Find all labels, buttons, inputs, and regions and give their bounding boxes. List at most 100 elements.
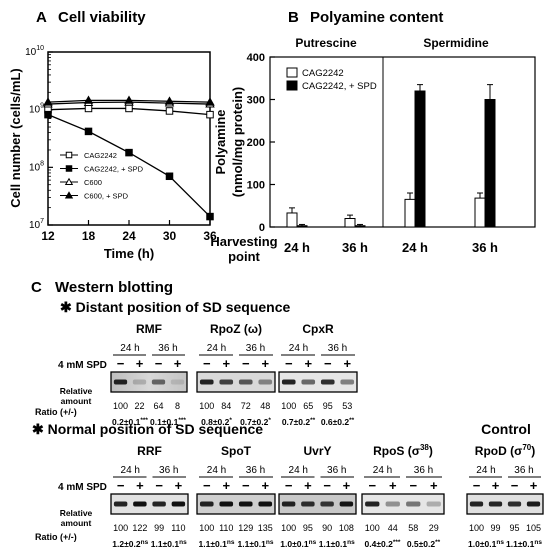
time-label: 36 h [158,343,177,354]
relative-amount: 29 [429,523,439,533]
relative-amount: 135 [258,523,273,533]
a-legend-label: C600 [84,178,102,187]
plus-sign: + [222,478,230,493]
b-ytick-label: 400 [247,52,265,64]
relative-amount: 108 [339,523,354,533]
panel-b-group-putrescine: Putrescine [295,36,357,50]
blot-membrane [278,493,357,515]
b-bar-spermidine-36-h-cag2242 [474,192,486,228]
blot-band [113,379,128,385]
a-point-square [65,151,73,159]
ratio-value: 1.1±0.1ns [238,539,274,547]
ratio-value: 1.1±0.1ns [199,539,235,547]
relative-amount: 64 [153,401,163,411]
relative-amount: 122 [132,523,147,533]
a-point-triangle [43,97,53,106]
time-label: 24 h [289,343,308,354]
panel-a-title: Cell viability [58,9,146,26]
legend-label-cag2242-spd: CAG2242, + SPD [302,81,377,92]
plus-sign: + [304,478,312,493]
blot-band [219,379,234,385]
blot-band [426,501,441,507]
panel-b-legend: CAG2242 CAG2242, + SPD [286,67,377,92]
plus-sign: + [261,478,269,493]
a-legend-item-cag2242-spd: CAG2242, + SPD [60,165,144,174]
time-label: 36 h [328,343,347,354]
blot-band [171,501,186,507]
ratio-value: 0.7±0.2** [282,417,316,427]
ratio-value: 1.0±0.1ns [280,539,316,547]
plus-sign: + [136,478,144,493]
blot-band [320,379,335,385]
b-bar [354,225,366,228]
minus-sign: − [285,356,293,371]
relative-amount: 99 [490,523,500,533]
ratio-label-normal: Ratio (+/-) [35,532,77,542]
minus-sign: − [285,478,293,493]
time-label: 36 h [327,465,346,476]
panel-a-plot-frame [47,51,211,226]
relative-amount: 105 [526,523,541,533]
a-point-square [44,110,52,119]
relative-label-distant-2: amount [61,396,92,406]
minus-sign: − [117,356,125,371]
b-xtick-label: 36 h [342,240,368,255]
minus-sign: − [473,478,481,493]
b-bar [404,198,416,228]
b-xtick-label: 36 h [472,240,498,255]
ratio-label-distant: Ratio (+/-) [35,407,77,417]
relative-amount: 110 [219,523,233,533]
plus-sign: + [261,356,269,371]
blot-band [219,501,234,507]
a-point-triangle [64,177,74,185]
a-xtick-label: 30 [163,229,177,243]
a-point-square [84,127,93,136]
minus-sign: − [242,356,250,371]
minus-sign: − [511,478,519,493]
plus-sign: + [304,356,312,371]
blot-membrane [196,371,276,393]
b-bar [414,90,426,228]
a-point-triangle [164,96,175,105]
blot-band [170,379,185,385]
b-ytick-label: 300 [247,95,265,107]
b-bar-putrescine-36-h-cag2242-spd [354,223,366,228]
blot-name: RRF [137,444,162,458]
a-legend-label: CAG2242, + SPD [84,165,144,174]
relative-label-normal-2: amount [61,518,92,528]
ratio-value: 0.8±0.2* [201,417,232,427]
time-label: 24 h [476,465,495,476]
plus-sign: + [343,478,351,493]
blot-name: RpoD (σ70) [475,443,535,458]
a-ytick-label: 108 [29,160,44,173]
time-label: 36 h [246,343,265,354]
b-bar-putrescine-36-h-cag2242 [344,214,356,228]
relative-amount: 100 [469,523,484,533]
plus-sign: + [175,478,183,493]
ratio-value: 1.2±0.2ns [112,539,148,547]
ratio-value: 0.5±0.2** [407,539,441,547]
a-point-square [206,212,214,221]
b-bar-spermidine-24-h-cag2242 [404,192,416,228]
relative-amount: 100 [281,401,296,411]
panel-c-title: Western blotting [55,279,173,296]
relative-amount: 110 [171,523,185,533]
panel-a-ylabel: Cell number (cells/mL) [8,68,23,207]
panel-b-harvest-label-1: Harvesting [210,234,277,249]
relative-amount: 72 [241,401,251,411]
b-bar [484,99,496,228]
plus-sign: + [343,356,351,371]
blot-membrane [110,493,189,515]
plus-sign: + [222,356,230,371]
relative-amount: 65 [303,401,313,411]
blot-rpoz: RpoZ (ω)24 h 36 h− + − +100 84 72 480.8±0.2* 0.7… [196,322,276,427]
relative-label-normal-1: Relative [60,508,93,518]
minus-sign: − [324,356,332,371]
distant-heading: ✱ Distant position of SD sequence [60,299,291,315]
relative-amount: 100 [281,523,296,533]
blot-band [406,501,421,507]
a-legend-item-c600-spd: C600, + SPD [60,191,129,201]
a-series-cag2242 [44,104,214,119]
